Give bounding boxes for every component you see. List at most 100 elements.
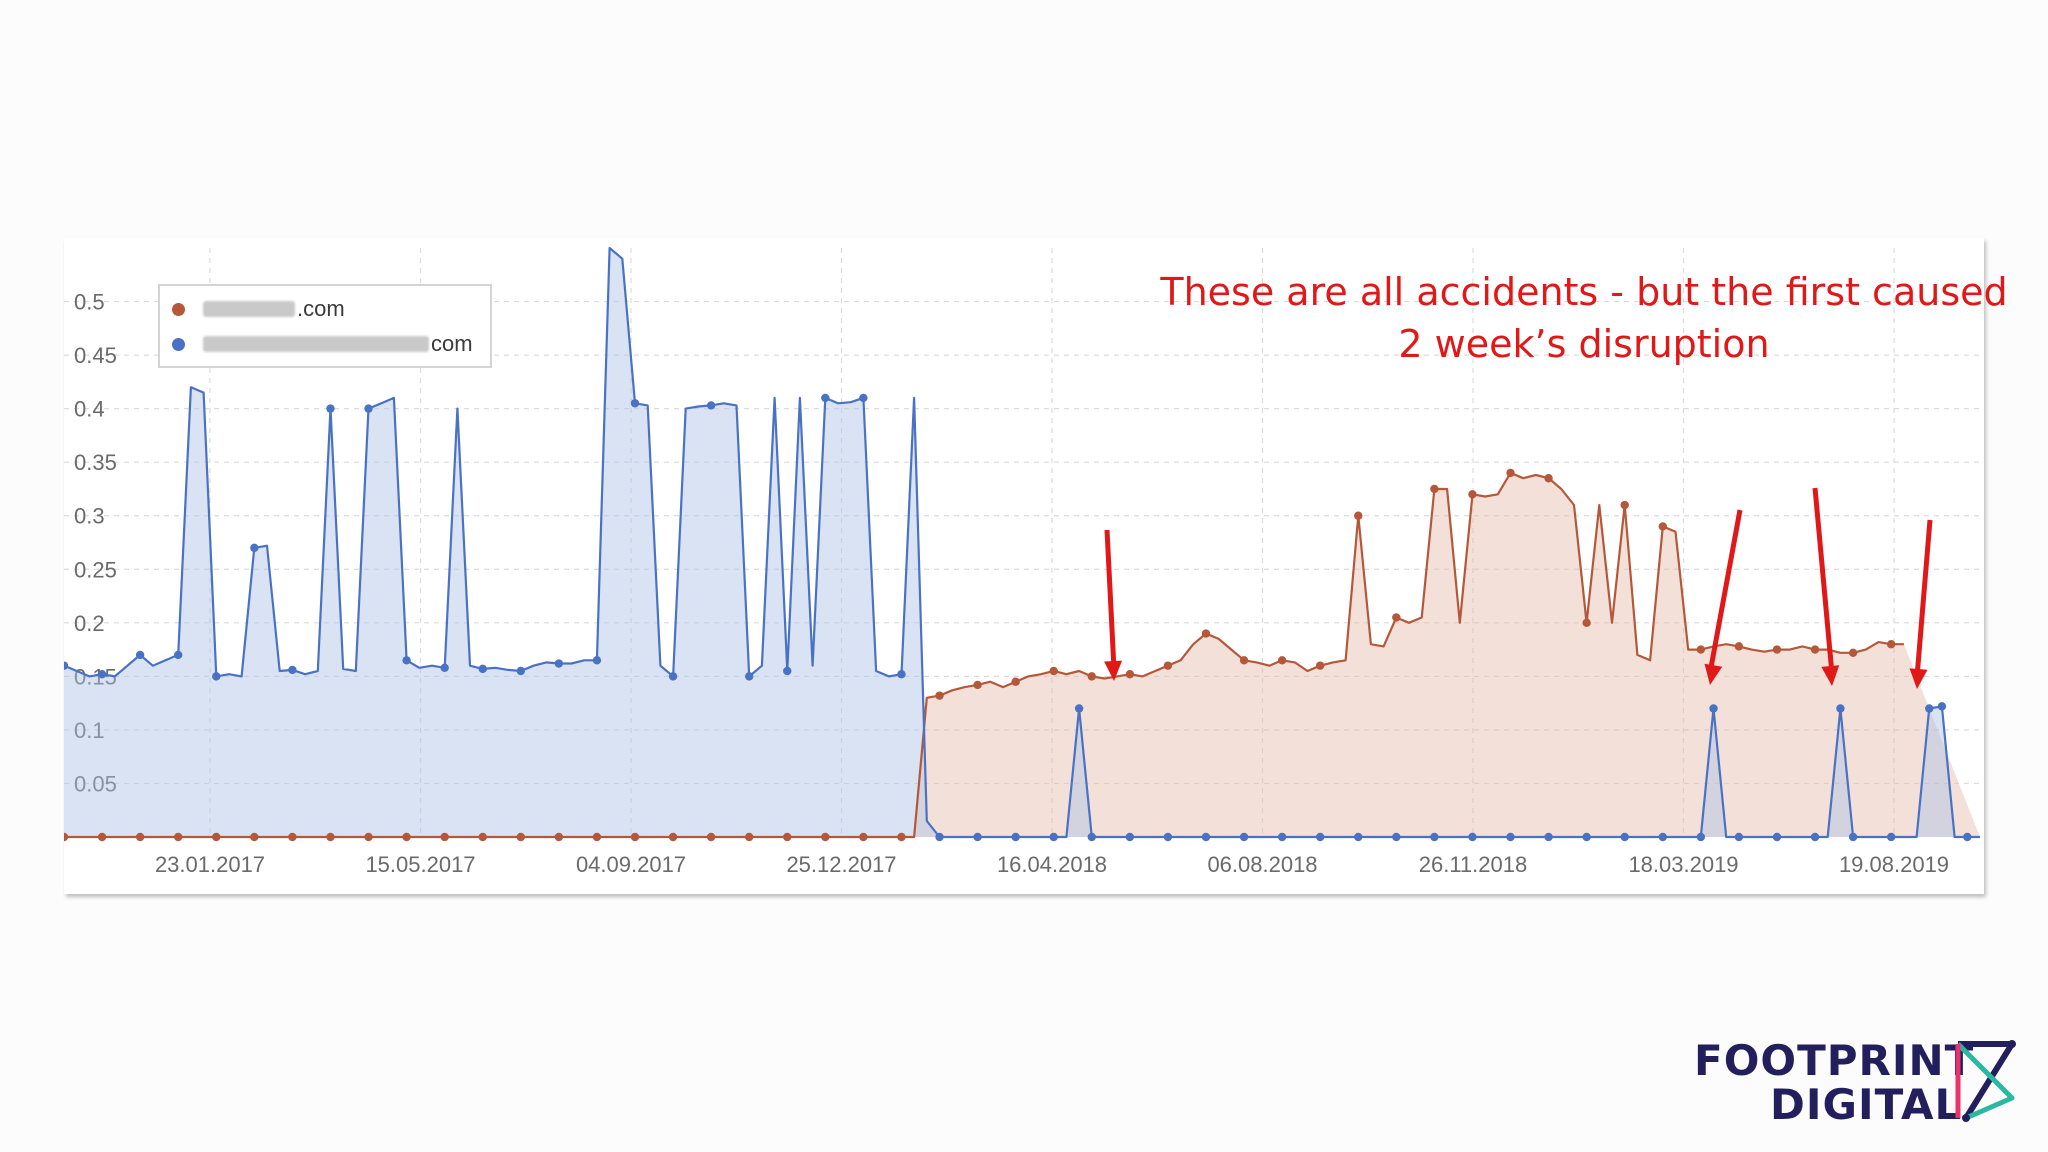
data-point bbox=[250, 543, 259, 553]
data-point bbox=[821, 832, 830, 842]
data-point bbox=[1163, 832, 1173, 842]
data-point bbox=[1734, 642, 1744, 651]
data-point bbox=[973, 832, 982, 842]
y-tick-label: 0.3 bbox=[74, 504, 105, 529]
data-point bbox=[1886, 640, 1896, 649]
arrowhead-icon bbox=[1104, 660, 1123, 681]
annotation-arrow bbox=[1104, 529, 1117, 670]
data-point bbox=[364, 404, 373, 413]
x-tick-label: 04.09.2017 bbox=[576, 852, 686, 877]
data-point bbox=[1087, 832, 1096, 842]
data-point bbox=[478, 832, 487, 842]
data-point bbox=[288, 832, 297, 842]
data-point bbox=[1315, 832, 1325, 842]
x-tick-label: 26.11.2018 bbox=[1419, 852, 1527, 877]
data-point bbox=[1848, 832, 1858, 842]
data-point bbox=[1810, 832, 1820, 842]
data-point bbox=[1696, 832, 1706, 842]
data-point bbox=[1925, 704, 1934, 713]
data-point bbox=[1620, 832, 1629, 842]
legend-marker-icon bbox=[172, 302, 185, 316]
data-point bbox=[1836, 704, 1845, 713]
x-tick-label: 06.08.2018 bbox=[1207, 852, 1317, 877]
data-point bbox=[706, 401, 716, 410]
data-point bbox=[1087, 672, 1096, 681]
redacted-domain bbox=[203, 301, 295, 317]
data-point bbox=[1125, 670, 1135, 679]
data-point bbox=[250, 832, 259, 842]
arrowhead-icon bbox=[1909, 668, 1928, 689]
data-point bbox=[97, 670, 107, 679]
y-tick-label: 0.1 bbox=[74, 718, 105, 743]
x-tick-label: 15.05.2017 bbox=[365, 852, 475, 877]
data-point bbox=[668, 832, 678, 842]
data-point bbox=[326, 832, 335, 842]
data-point bbox=[973, 680, 982, 690]
data-point bbox=[1658, 522, 1667, 531]
data-point bbox=[1430, 484, 1439, 494]
data-point bbox=[1772, 645, 1782, 654]
brand-logo: FOOTPRINT DIGITAL bbox=[1690, 1036, 2030, 1126]
y-tick-label: 0.2 bbox=[74, 611, 105, 636]
data-point bbox=[1468, 832, 1477, 842]
data-point bbox=[1354, 832, 1363, 842]
data-point bbox=[1392, 613, 1401, 622]
x-tick-label: 23.01.2017 bbox=[155, 852, 265, 877]
logo-text-line-2: DIGITAL bbox=[1770, 1080, 1963, 1129]
data-point bbox=[1886, 832, 1896, 842]
logo-mark-icon bbox=[1955, 1040, 2016, 1122]
annotation-line-2: 2 week’s disruption bbox=[1398, 322, 1770, 366]
data-point bbox=[212, 832, 221, 842]
data-point bbox=[1163, 661, 1173, 670]
data-point bbox=[1582, 618, 1591, 628]
data-point bbox=[592, 656, 602, 665]
data-point bbox=[783, 832, 792, 842]
data-point bbox=[478, 664, 487, 674]
data-point bbox=[212, 672, 221, 681]
y-tick-label: 0.5 bbox=[74, 290, 105, 315]
annotation-arrow bbox=[1707, 509, 1743, 674]
chart-plot: 0.05 0.1 0.15 0.2 0.25 0.3 0.35 0.4 0.45 0.5 23.0… bbox=[64, 246, 1980, 877]
data-point bbox=[440, 663, 449, 672]
data-point bbox=[821, 393, 830, 403]
legend-item-series-2[interactable]: com bbox=[172, 329, 473, 359]
data-point bbox=[516, 832, 525, 842]
x-tick-label: 18.03.2019 bbox=[1628, 852, 1738, 877]
data-point bbox=[1201, 629, 1211, 638]
data-point bbox=[1239, 832, 1249, 842]
data-point bbox=[440, 832, 449, 842]
annotation-arrow bbox=[1812, 487, 1835, 675]
data-point bbox=[1430, 832, 1439, 842]
data-point bbox=[1734, 832, 1744, 842]
data-point bbox=[1239, 656, 1249, 665]
chart-panel: 0.05 0.1 0.15 0.2 0.25 0.3 0.35 0.4 0.45 0.5 23.0… bbox=[64, 238, 2008, 894]
data-point bbox=[516, 666, 525, 676]
data-point bbox=[1963, 832, 1972, 842]
data-point bbox=[935, 832, 944, 842]
logo-text-line-1: FOOTPRINT bbox=[1694, 1036, 1975, 1085]
x-tick-label: 19.08.2019 bbox=[1839, 852, 1949, 877]
data-point bbox=[1011, 677, 1020, 686]
data-point bbox=[97, 832, 107, 842]
data-point bbox=[364, 832, 373, 842]
y-tick-label: 0.05 bbox=[74, 771, 117, 796]
data-point bbox=[288, 665, 297, 675]
data-point bbox=[1074, 704, 1084, 713]
legend-item-series-1[interactable]: .com bbox=[172, 294, 345, 324]
data-point bbox=[402, 832, 411, 842]
y-tick-label: 0.45 bbox=[74, 343, 117, 368]
data-point bbox=[1049, 832, 1058, 842]
data-point bbox=[135, 832, 145, 842]
legend-marker-icon bbox=[172, 337, 185, 351]
data-point bbox=[1582, 832, 1591, 842]
data-point bbox=[783, 666, 792, 676]
data-point bbox=[1049, 666, 1058, 676]
data-point bbox=[1392, 832, 1401, 842]
annotation-arrow bbox=[1914, 519, 1933, 678]
data-point bbox=[1201, 832, 1211, 842]
data-point bbox=[1772, 832, 1782, 842]
data-point bbox=[1658, 832, 1667, 842]
data-point bbox=[64, 661, 69, 670]
data-point bbox=[897, 832, 906, 842]
data-point bbox=[173, 650, 183, 660]
